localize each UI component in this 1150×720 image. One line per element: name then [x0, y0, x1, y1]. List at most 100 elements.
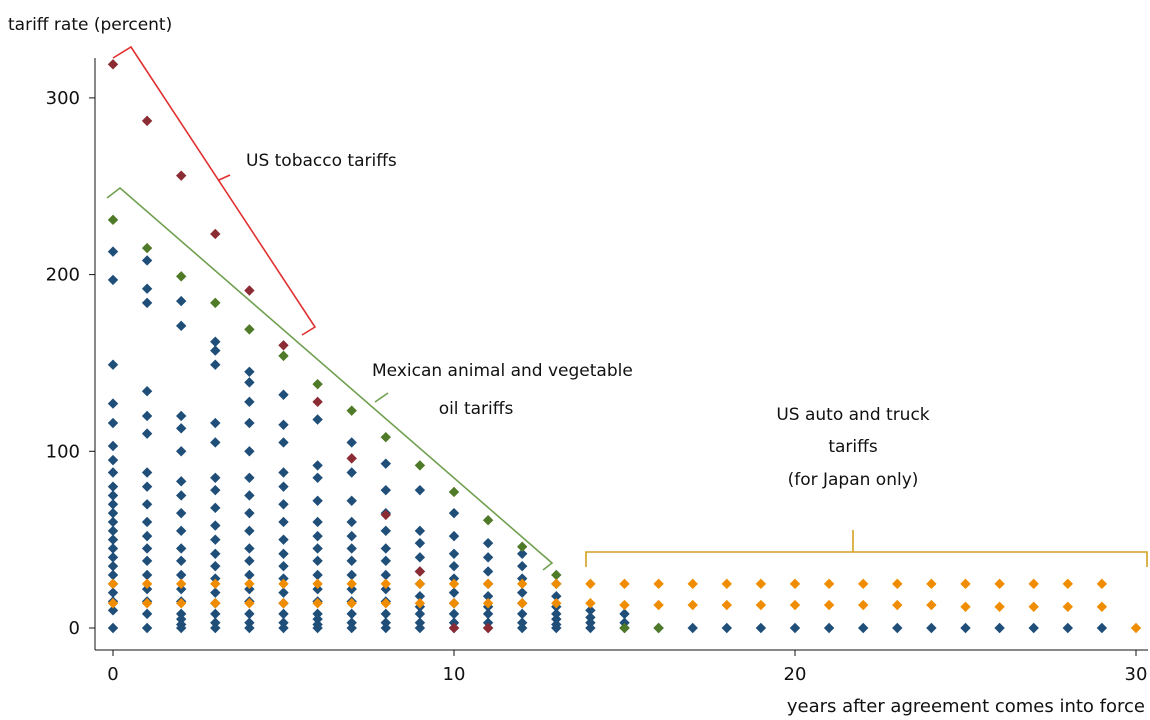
- data-point-series-0: [482, 590, 494, 602]
- data-point-series-0: [517, 573, 528, 584]
- data-point-series-3: [858, 599, 869, 611]
- data-point-series-0: [244, 555, 255, 567]
- data-point-series-0: [482, 537, 494, 549]
- data-point-series-3: [107, 598, 119, 609]
- data-point-series-0: [380, 525, 391, 537]
- data-point-series-0: [107, 398, 119, 409]
- data-point-series-0: [755, 622, 767, 634]
- data-point-series-0: [141, 516, 153, 528]
- data-point-series-0: [141, 410, 153, 422]
- data-point-series-3: [926, 599, 937, 611]
- data-point-series-0: [244, 622, 255, 634]
- data-point-series-0: [176, 608, 187, 620]
- data-point-series-2: [107, 214, 119, 226]
- data-point-series-0: [210, 345, 221, 356]
- data-point-series-3: [653, 599, 664, 611]
- data-point-series-0: [448, 548, 460, 559]
- data-point-series-3: [994, 578, 1005, 590]
- data-point-series-0: [278, 389, 289, 400]
- data-point-series-0: [107, 499, 119, 510]
- data-point-series-3: [414, 598, 426, 609]
- data-point-series-3: [926, 578, 937, 590]
- data-point-series-0: [176, 410, 187, 422]
- data-point-series-3: [1062, 601, 1073, 612]
- data-point-series-3: [551, 578, 562, 590]
- data-point-series-0: [414, 525, 426, 537]
- data-point-series-0: [176, 507, 187, 519]
- data-point-series-0: [210, 336, 221, 347]
- data-point-series-0: [346, 608, 357, 620]
- data-point-series-2: [244, 324, 255, 335]
- data-point-series-0: [858, 622, 869, 634]
- data-point-series-0: [380, 622, 391, 634]
- data-point-series-3: [176, 598, 187, 609]
- data-point-series-0: [244, 507, 255, 519]
- data-point-series-0: [585, 617, 596, 628]
- data-point-series-0: [278, 573, 289, 584]
- data-point-series-0: [176, 569, 187, 581]
- data-point-series-0: [141, 255, 153, 266]
- data-point-series-3: [278, 598, 289, 609]
- data-point-series-3: [312, 598, 323, 609]
- data-point-series-3: [380, 578, 391, 590]
- data-point-series-0: [176, 543, 187, 554]
- data-point-series-0: [176, 295, 187, 307]
- data-point-series-2: [380, 431, 391, 443]
- data-point-series-0: [551, 613, 562, 625]
- data-point-series-0: [380, 555, 391, 567]
- data-point-series-0: [141, 622, 153, 634]
- data-point-series-0: [141, 555, 153, 567]
- data-point-series-0: [312, 569, 323, 581]
- x-axis-label: years after agreement comes into force: [787, 696, 1145, 717]
- data-point-series-3: [244, 578, 255, 590]
- data-point-series-0: [141, 530, 153, 542]
- data-point-series-0: [244, 366, 255, 377]
- data-point-series-2: [517, 541, 528, 552]
- data-point-series-0: [346, 516, 357, 528]
- data-point-series-0: [141, 386, 153, 397]
- data-point-series-0: [210, 484, 221, 496]
- data-point-series-0: [346, 617, 357, 628]
- data-point-series-0: [312, 414, 323, 425]
- data-point-series-0: [141, 608, 153, 620]
- data-point-series-3: [892, 599, 903, 611]
- data-point-series-3: [448, 598, 460, 609]
- data-point-series-0: [585, 612, 596, 623]
- data-point-series-0: [141, 283, 153, 294]
- data-point-series-2: [448, 486, 460, 498]
- mexican-oil-bracket: [106, 186, 554, 571]
- data-point-series-3: [448, 578, 460, 590]
- data-point-series-2: [278, 350, 289, 362]
- data-point-series-0: [517, 560, 528, 572]
- data-point-series-0: [210, 622, 221, 634]
- data-point-series-0: [380, 484, 391, 496]
- data-point-series-0: [141, 467, 153, 478]
- y-tick-label: 0: [69, 618, 80, 639]
- data-point-series-3: [585, 578, 596, 590]
- data-point-series-0: [176, 476, 187, 487]
- data-point-series-0: [517, 622, 528, 634]
- data-point-series-0: [141, 583, 153, 595]
- data-point-series-0: [585, 605, 596, 616]
- data-point-series-1: [414, 566, 426, 577]
- data-point-series-0: [551, 590, 562, 602]
- data-point-series-3: [278, 578, 289, 590]
- data-point-series-0: [482, 608, 494, 620]
- data-point-series-0: [244, 525, 255, 537]
- data-point-series-1: [380, 509, 391, 521]
- data-point-series-0: [107, 440, 119, 452]
- data-point-series-1: [346, 453, 357, 464]
- data-point-series-0: [551, 608, 562, 620]
- data-point-series-3: [244, 598, 255, 609]
- data-point-series-0: [517, 608, 528, 620]
- data-point-series-3: [551, 598, 562, 609]
- data-point-series-0: [210, 359, 221, 370]
- data-point-series-0: [960, 622, 971, 634]
- data-point-series-0: [107, 587, 119, 598]
- data-point-series-0: [210, 617, 221, 628]
- data-point-series-0: [380, 583, 391, 595]
- data-point-series-3: [380, 598, 391, 609]
- data-point-series-0: [448, 617, 460, 628]
- data-point-series-0: [380, 543, 391, 554]
